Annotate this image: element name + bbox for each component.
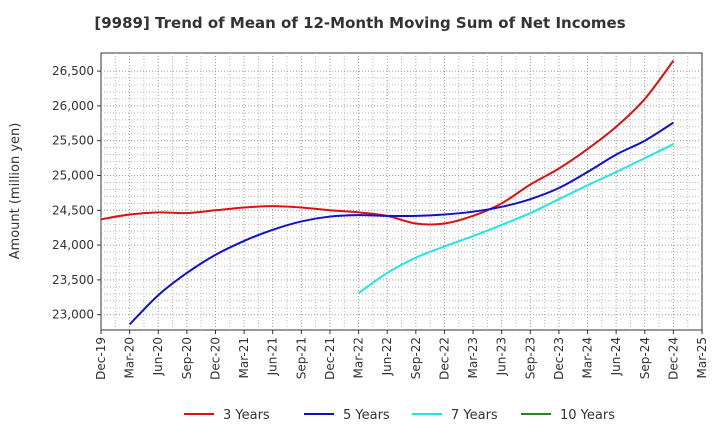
x-tick-label: Dec-21 (323, 337, 337, 380)
x-tick-label: Sep-21 (294, 337, 308, 379)
x-tick-label: Sep-22 (409, 337, 423, 379)
x-tick-label: Jun-20 (151, 337, 165, 376)
grid (101, 53, 702, 330)
x-tick-label: Jun-24 (609, 337, 623, 376)
x-tick-label: Jun-22 (380, 337, 394, 376)
legend-label-2: 5 Years (343, 408, 390, 423)
x-tick-label: Dec-22 (437, 337, 451, 380)
chart-title: [9989] Trend of Mean of 12-Month Moving … (94, 14, 626, 32)
series-line-3 (357, 143, 674, 294)
legend-label-4: 10 Years (560, 408, 615, 423)
x-tick-label: Sep-24 (638, 337, 652, 379)
y-tick-label: 24,000 (52, 238, 94, 252)
x-tick-label: Mar-24 (581, 337, 595, 378)
y-tick-label: 23,500 (52, 273, 94, 287)
series-lines (100, 60, 675, 326)
legend-label-1: 3 Years (223, 408, 270, 423)
x-tick-label: Dec-19 (94, 337, 108, 380)
y-tick-label: 24,500 (52, 203, 94, 217)
x-tick-label: Dec-20 (208, 337, 222, 380)
y-axis: 23,000 23,500 24,000 24,500 25,000 25,500 26,0… (52, 64, 101, 322)
x-tick-label: Mar-20 (123, 337, 137, 378)
legend: 3 Years 5 Years 7 Years 10 Years (184, 408, 615, 423)
y-tick-label: 26,500 (52, 64, 94, 78)
x-tick-label: Mar-22 (352, 337, 366, 378)
y-tick-label: 25,000 (52, 168, 94, 182)
x-tick-label: Dec-23 (552, 337, 566, 380)
series-line-2 (128, 121, 674, 326)
x-tick-label: Dec-24 (666, 337, 680, 380)
x-tick-label: Sep-23 (523, 337, 537, 379)
y-tick-label: 23,000 (52, 308, 94, 322)
x-tick-label: Mar-21 (237, 337, 251, 378)
y-tick-label: 26,000 (52, 99, 94, 113)
legend-label-3: 7 Years (451, 408, 498, 423)
x-tick-label: Mar-23 (466, 337, 480, 378)
x-tick-label: Mar-25 (695, 337, 709, 378)
y-axis-label: Amount (million yen) (8, 123, 23, 260)
x-tick-label: Jun-21 (266, 337, 280, 376)
y-tick-label: 25,500 (52, 134, 94, 148)
x-tick-label: Sep-20 (180, 337, 194, 379)
x-tick-label: Jun-23 (495, 337, 509, 376)
x-axis: Dec-19 Mar-20 Jun-20 Sep-20 Dec-20 Mar-21 Jun-… (94, 330, 709, 380)
